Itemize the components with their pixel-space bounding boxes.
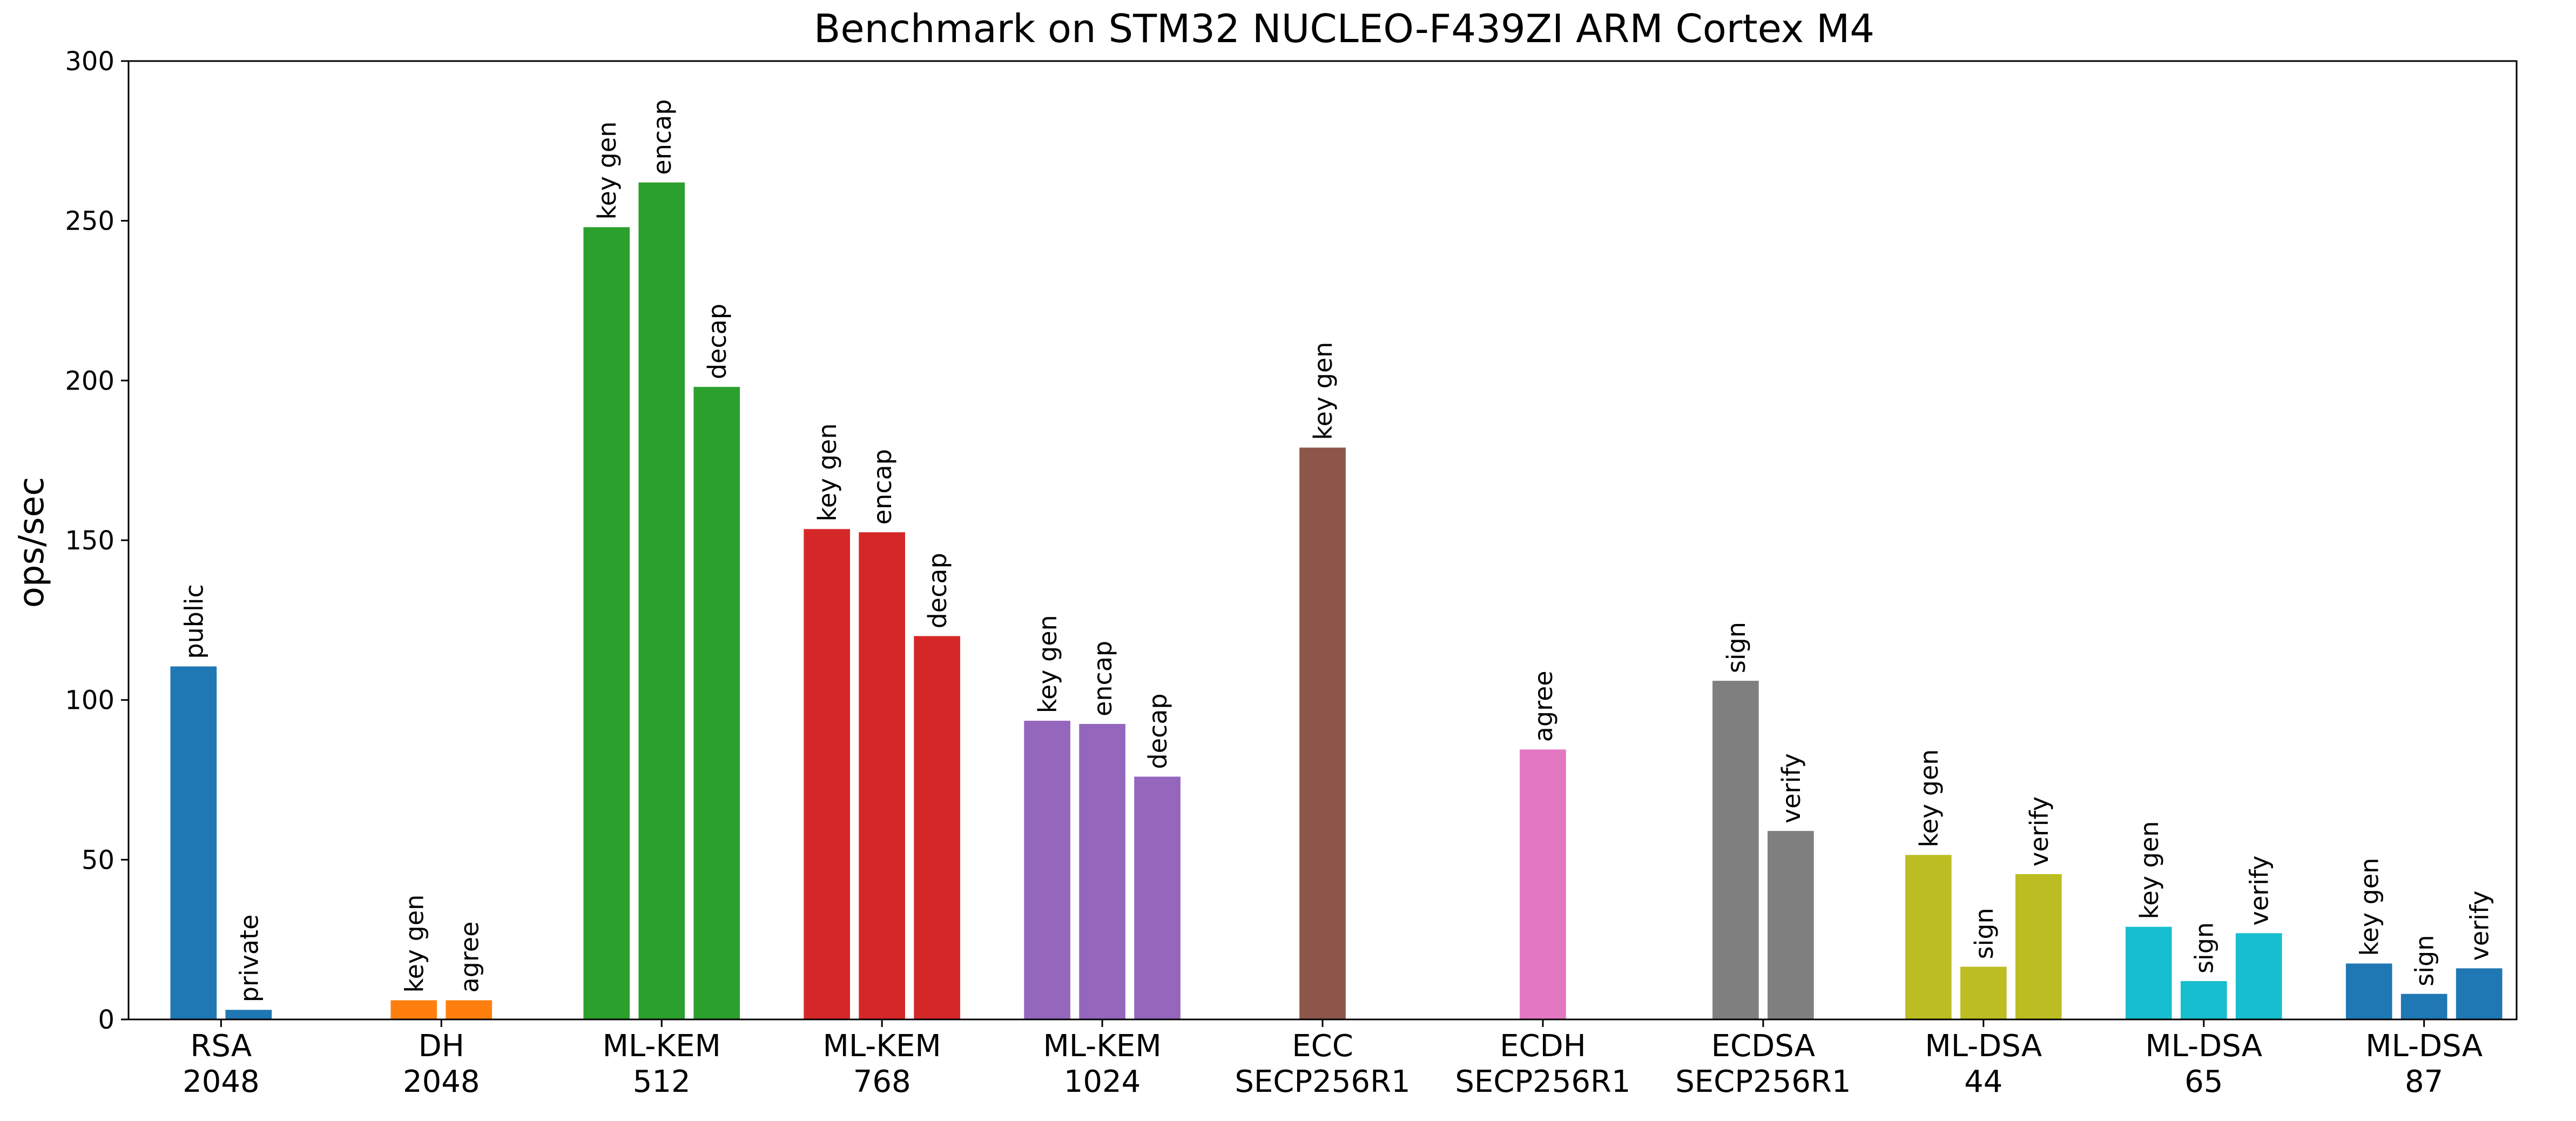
- plot-area: 050100150200250300publicprivateRSA2048ke…: [65, 46, 2503, 1099]
- y-tick-label: 0: [98, 1005, 114, 1035]
- bar: [1768, 831, 1814, 1019]
- bar: [914, 636, 960, 1019]
- x-tick-label: RSA: [190, 1029, 252, 1064]
- bar: [2456, 968, 2503, 1019]
- bar-label: key gen: [2135, 821, 2164, 919]
- x-tick-label: 2048: [403, 1064, 480, 1099]
- bar: [390, 1000, 437, 1019]
- bar-label: verify: [2245, 856, 2274, 926]
- x-tick-label: ECDSA: [1711, 1029, 1816, 1064]
- bar: [1712, 681, 1759, 1019]
- x-tick-label: 65: [2184, 1064, 2223, 1099]
- bar-label: verify: [2025, 796, 2054, 867]
- y-tick-label: 50: [82, 845, 114, 875]
- x-tick-label: ML-KEM: [823, 1029, 941, 1064]
- bar-label: public: [179, 584, 208, 659]
- bar-label: key gen: [2355, 858, 2384, 956]
- bar: [859, 532, 905, 1019]
- bar-label: encap: [1088, 641, 1117, 716]
- x-tick-label: SECP256R1: [1455, 1064, 1630, 1099]
- bar: [2400, 994, 2447, 1019]
- bar: [1079, 724, 1125, 1019]
- bar-label: key gen: [1309, 342, 1338, 440]
- bar-label: key gen: [813, 423, 842, 521]
- chart-title: Benchmark on STM32 NUCLEO-F439ZI ARM Cor…: [814, 6, 1874, 51]
- x-tick-label: 2048: [183, 1064, 260, 1099]
- bar: [1299, 447, 1346, 1019]
- x-tick-label: SECP256R1: [1235, 1064, 1410, 1099]
- bar: [2235, 933, 2282, 1019]
- x-tick-label: ML-KEM: [1043, 1029, 1161, 1064]
- bar: [2125, 927, 2172, 1019]
- bar-label: agree: [455, 922, 484, 993]
- x-tick-label: ML-DSA: [2145, 1029, 2262, 1064]
- x-tick-label: 87: [2405, 1064, 2443, 1099]
- y-tick-label: 200: [65, 366, 114, 396]
- x-tick-label: SECP256R1: [1675, 1064, 1851, 1099]
- bar-label: decap: [1143, 693, 1172, 769]
- y-tick-label: 300: [65, 46, 114, 77]
- plot-frame: [127, 60, 2518, 1021]
- bar-label: decap: [923, 553, 952, 628]
- x-tick-label: ML-KEM: [603, 1029, 721, 1064]
- bar-label: decap: [703, 304, 732, 379]
- bar: [693, 387, 740, 1020]
- bar-label: sign: [1722, 622, 1751, 673]
- x-tick-label: ML-DSA: [1925, 1029, 2042, 1064]
- x-tick-label: ML-DSA: [2365, 1029, 2483, 1064]
- bar: [225, 1010, 272, 1019]
- bar: [1960, 966, 2007, 1019]
- bar-label: encap: [868, 449, 897, 525]
- bar-label: key gen: [400, 895, 429, 993]
- y-tick-label: 150: [65, 526, 114, 556]
- bar: [446, 1000, 493, 1019]
- x-tick-label: ECC: [1292, 1029, 1353, 1064]
- bar-label: sign: [1970, 908, 1999, 959]
- bar: [2015, 874, 2062, 1019]
- bar-label: key gen: [1914, 749, 1944, 848]
- x-tick-label: 768: [853, 1064, 911, 1099]
- bar: [1134, 776, 1181, 1019]
- bar: [638, 182, 685, 1019]
- y-axis-label: ops/sec: [12, 477, 52, 608]
- bar-label: encap: [648, 99, 677, 175]
- x-tick-label: 512: [633, 1064, 691, 1099]
- bar: [170, 666, 217, 1019]
- bar: [2345, 963, 2392, 1019]
- bar-label: sign: [2190, 922, 2219, 974]
- bar-label: verify: [2465, 891, 2494, 961]
- bar: [1024, 721, 1070, 1019]
- x-tick-label: ECDH: [1500, 1029, 1586, 1064]
- bar: [583, 227, 630, 1019]
- bar: [2180, 981, 2227, 1019]
- x-tick-label: 44: [1964, 1064, 2002, 1099]
- bar-label: key gen: [1033, 615, 1062, 713]
- bar: [1520, 749, 1566, 1019]
- bar: [804, 529, 850, 1019]
- bar-label: private: [234, 915, 264, 1003]
- bar-label: key gen: [592, 122, 622, 220]
- bar-label: agree: [1529, 670, 1558, 742]
- bar-label: sign: [2410, 935, 2439, 986]
- x-tick-label: 1024: [1064, 1064, 1141, 1099]
- x-tick-label: DH: [419, 1029, 464, 1064]
- y-tick-label: 250: [65, 206, 114, 237]
- bar: [1905, 855, 1952, 1019]
- y-tick-label: 100: [65, 686, 114, 716]
- bar-label: verify: [1777, 753, 1806, 823]
